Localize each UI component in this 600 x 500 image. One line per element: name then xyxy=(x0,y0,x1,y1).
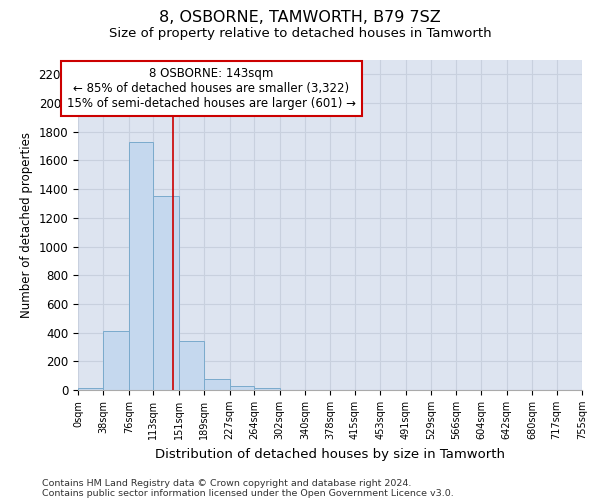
Bar xyxy=(103,331,129,390)
Text: 8 OSBORNE: 143sqm
← 85% of detached houses are smaller (3,322)
15% of semi-detac: 8 OSBORNE: 143sqm ← 85% of detached hous… xyxy=(67,67,356,110)
Bar xyxy=(204,379,230,390)
Bar xyxy=(78,388,103,390)
Bar xyxy=(154,196,179,390)
Text: Contains public sector information licensed under the Open Government Licence v3: Contains public sector information licen… xyxy=(42,488,454,498)
Text: Size of property relative to detached houses in Tamworth: Size of property relative to detached ho… xyxy=(109,28,491,40)
Text: 8, OSBORNE, TAMWORTH, B79 7SZ: 8, OSBORNE, TAMWORTH, B79 7SZ xyxy=(159,10,441,25)
X-axis label: Distribution of detached houses by size in Tamworth: Distribution of detached houses by size … xyxy=(155,448,505,460)
Bar xyxy=(254,388,280,390)
Bar xyxy=(179,341,204,390)
Y-axis label: Number of detached properties: Number of detached properties xyxy=(20,132,33,318)
Bar xyxy=(129,142,154,390)
Bar xyxy=(230,386,254,390)
Text: Contains HM Land Registry data © Crown copyright and database right 2024.: Contains HM Land Registry data © Crown c… xyxy=(42,478,412,488)
